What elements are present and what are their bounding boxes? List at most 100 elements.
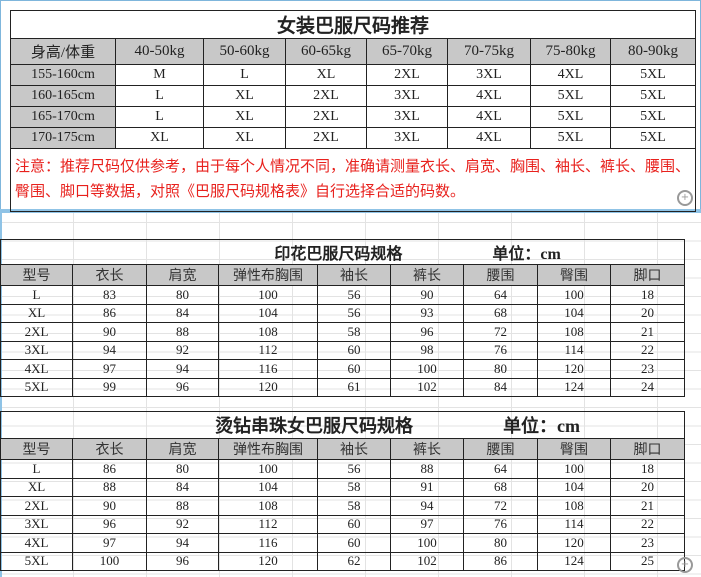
bead-spec-unit: 单位：cm [503, 416, 581, 436]
table-cell: 102 [390, 377, 464, 397]
table-cell: 102 [390, 551, 464, 571]
table-cell: 92 [146, 514, 219, 534]
table-cell: 21 [609, 496, 686, 516]
table-cell: 120 [218, 551, 318, 571]
table-cell: 94 [390, 496, 464, 516]
table-cell: 72 [463, 496, 538, 516]
table-row: 165-170cm L XL 2XL 3XL 4XL 5XL 5XL [10, 106, 697, 128]
table-row: L 86 80 100 56 88 64 100 18 [0, 459, 686, 479]
table-cell: 18 [609, 285, 686, 305]
column-header: 肩宽 [146, 438, 219, 460]
column-header: 裤长 [390, 264, 464, 286]
table-cell: 90 [390, 285, 464, 305]
table-cell: 56 [317, 303, 391, 323]
table-cell: 83 [72, 285, 147, 305]
table-cell: 60 [317, 359, 391, 379]
print-spec-unit: 单位：cm [492, 246, 561, 263]
table-cell: 80 [463, 359, 538, 379]
column-header: 75-80kg [530, 38, 611, 65]
column-header: 型号 [0, 264, 73, 286]
table-cell: 160-165cm [10, 85, 116, 107]
recommend-title: 女装巴服尺码推荐 [9, 10, 697, 39]
table-cell: 88 [146, 496, 219, 516]
table-cell: 4XL [530, 64, 611, 86]
bead-spec-table: 烫钻串珠女巴服尺码规格 单位：cm 型号 衣长 肩宽 弹性布胸围 袖长 裤长 腰围 臀围 脚口 L 8… [0, 411, 686, 571]
table-cell: XL [203, 127, 286, 149]
table-cell: 2XL [366, 64, 448, 86]
table-cell: 22 [609, 514, 686, 534]
table-cell: 2XL [285, 106, 367, 128]
table-cell: 68 [463, 303, 538, 323]
table-cell: 91 [390, 477, 464, 497]
table-cell: XL [285, 64, 367, 86]
table-cell: 94 [146, 359, 219, 379]
table-cell: 90 [72, 322, 147, 342]
table-cell: 60 [317, 340, 391, 360]
table-cell: 4XL [447, 127, 531, 149]
table-cell: 97 [72, 359, 147, 379]
table-cell: 86 [463, 551, 538, 571]
table-cell: 98 [390, 340, 464, 360]
table-cell: 72 [463, 322, 538, 342]
size-note: 注意：推荐尺码仅供参考，由于每个人情况不同，准确请测量衣长、肩宽、胸围、袖长、裤… [9, 148, 697, 212]
table-cell: 104 [218, 477, 318, 497]
table-cell: 88 [390, 459, 464, 479]
table-cell: 5XL [609, 106, 697, 128]
table-cell: 97 [390, 514, 464, 534]
table-cell: 3XL [366, 106, 448, 128]
table-cell: 96 [146, 551, 219, 571]
table-row: 3XL 94 92 112 60 98 76 114 22 [0, 340, 686, 360]
table-cell: 96 [390, 322, 464, 342]
table-cell: 23 [609, 533, 686, 553]
column-header: 80-90kg [609, 38, 697, 65]
zoom-in-icon[interactable]: + [677, 190, 693, 206]
table-cell: 108 [537, 322, 611, 342]
table-cell: 4XL [447, 85, 531, 107]
table-cell: 84 [463, 377, 538, 397]
column-header: 40-50kg [115, 38, 204, 65]
zoom-in-icon[interactable]: + [677, 557, 693, 573]
table-cell: 124 [537, 377, 611, 397]
table-cell: L [0, 459, 73, 479]
table-cell: 100 [537, 459, 611, 479]
table-cell: L [115, 106, 204, 128]
column-header: 衣长 [72, 438, 147, 460]
table-cell: 80 [146, 459, 219, 479]
column-header: 衣长 [72, 264, 147, 286]
header-row: 型号 衣长 肩宽 弹性布胸围 袖长 裤长 腰围 臀围 脚口 [0, 438, 686, 460]
table-cell: 5XL [0, 551, 73, 571]
table-cell: 120 [537, 359, 611, 379]
column-header: 50-60kg [203, 38, 286, 65]
table-cell: 100 [72, 551, 147, 571]
table-cell: 86 [72, 303, 147, 323]
table-cell: 108 [218, 496, 318, 516]
table-cell: 84 [146, 303, 219, 323]
table-cell: 5XL [530, 127, 611, 149]
table-cell: 104 [537, 303, 611, 323]
table-cell: 23 [609, 359, 686, 379]
table-cell: 155-160cm [10, 64, 116, 86]
column-header: 65-70kg [366, 38, 448, 65]
column-header: 臀围 [537, 438, 611, 460]
column-header: 脚口 [609, 438, 686, 460]
table-cell: 2XL [0, 496, 73, 516]
table-row: 2XL 90 88 108 58 96 72 108 21 [0, 322, 686, 342]
column-header: 60-65kg [285, 38, 367, 65]
table-row: XL 88 84 104 58 91 68 104 20 [0, 477, 686, 497]
table-cell: 3XL [366, 127, 448, 149]
print-spec-title: 印花巴服尺码规格 [274, 246, 403, 263]
table-cell: 5XL [609, 64, 697, 86]
table-cell: 100 [390, 533, 464, 553]
table-cell: 124 [537, 551, 611, 571]
print-spec-table: 印花巴服尺码规格 单位：cm 型号 衣长 肩宽 弹性布胸围 袖长 裤长 腰围 臀围 脚口 L 83 80… [0, 239, 686, 397]
table-cell: 60 [317, 533, 391, 553]
table-cell: 97 [72, 533, 147, 553]
column-header: 臀围 [537, 264, 611, 286]
table-row: 170-175cm XL XL 2XL 3XL 4XL 5XL 5XL [10, 127, 697, 149]
table-cell: 56 [317, 459, 391, 479]
table-cell: 76 [463, 340, 538, 360]
table-cell: 170-175cm [10, 127, 116, 149]
column-header: 腰围 [463, 264, 538, 286]
table-cell: 3XL [0, 340, 73, 360]
table-row: 5XL 99 96 120 61 102 84 124 24 [0, 377, 686, 397]
